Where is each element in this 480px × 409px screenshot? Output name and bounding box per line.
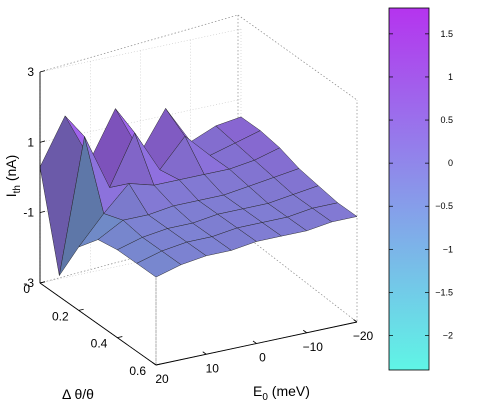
colorbar-tick-label: −0.5 — [435, 201, 453, 211]
colorbar-tick-label: 1 — [448, 72, 453, 82]
z-label-sub: th — [12, 185, 23, 193]
x-tick-mark — [252, 340, 257, 344]
surface-patch — [311, 202, 358, 223]
y-tick-label: 0 — [23, 282, 30, 296]
x-tick-mark — [353, 319, 358, 323]
colorbar-tick-label: −2 — [443, 331, 453, 341]
z-tick-label: 3 — [27, 65, 34, 79]
colorbar: 1.5 1 0.5 0 −0.5 −1 −1.5 −2 — [388, 7, 453, 371]
x-tick-label: 10 — [206, 361, 220, 375]
x-tick-label: −10 — [303, 340, 324, 354]
x-ticks: 20 10 0 −10 −20 — [152, 319, 374, 386]
top-edge-right — [237, 14, 358, 101]
z-tick-label: -3 — [23, 276, 34, 290]
x-tick-mark — [202, 351, 207, 355]
z-ticks: 3 1 -1 -3 — [23, 65, 46, 290]
y-tick-mark — [39, 281, 46, 284]
x-label-main: E — [253, 383, 262, 399]
y-ticks: 0 0.2 0.4 0.6 — [23, 281, 162, 378]
floor-back-right — [237, 229, 358, 323]
x-tick-label: 20 — [155, 372, 169, 386]
z-tick-label: -1 — [23, 206, 34, 220]
surface — [39, 107, 358, 278]
y-axis-line — [39, 282, 157, 366]
x-tick-mark — [152, 362, 157, 366]
z-label-main: I — [3, 193, 19, 197]
y-tick-label: 0.2 — [52, 309, 69, 323]
x-tick-label: −20 — [353, 329, 374, 343]
y-axis-label: Δ θ/θ — [62, 386, 94, 402]
z-axis-label: Ith (nA) — [3, 155, 23, 198]
colorbar-gradient — [388, 7, 430, 371]
colorbar-ticks: 1.5 1 0.5 0 −0.5 −1 −1.5 −2 — [389, 29, 453, 341]
y-tick-mark — [117, 336, 123, 339]
colorbar-tick-label: 0 — [448, 158, 453, 168]
x-tick-mark — [303, 329, 307, 334]
z-tick-mark — [39, 70, 46, 73]
z-tick-mark — [39, 140, 46, 143]
x-axis-label: E0 (meV) — [253, 383, 310, 403]
colorbar-tick-label: 1.5 — [440, 29, 453, 39]
top-edge-left — [39, 14, 239, 73]
z-tick-label: 1 — [27, 135, 34, 149]
gridline-z — [39, 99, 242, 143]
colorbar-tick-label: −1 — [443, 244, 453, 254]
x-label-unit: (meV) — [268, 383, 310, 399]
x-tick-label: 0 — [259, 351, 266, 365]
colorbar-tick-label: 0.5 — [440, 115, 453, 125]
z-tick-mark — [39, 210, 46, 214]
y-tick-mark — [78, 308, 84, 311]
y-tick-mark — [155, 363, 162, 366]
colorbar-tick-label: −1.5 — [435, 287, 453, 297]
y-tick-label: 0.6 — [129, 364, 146, 378]
x-label-sub: 0 — [262, 392, 268, 403]
z-label-unit: (nA) — [3, 155, 19, 185]
y-tick-label: 0.4 — [91, 337, 108, 351]
